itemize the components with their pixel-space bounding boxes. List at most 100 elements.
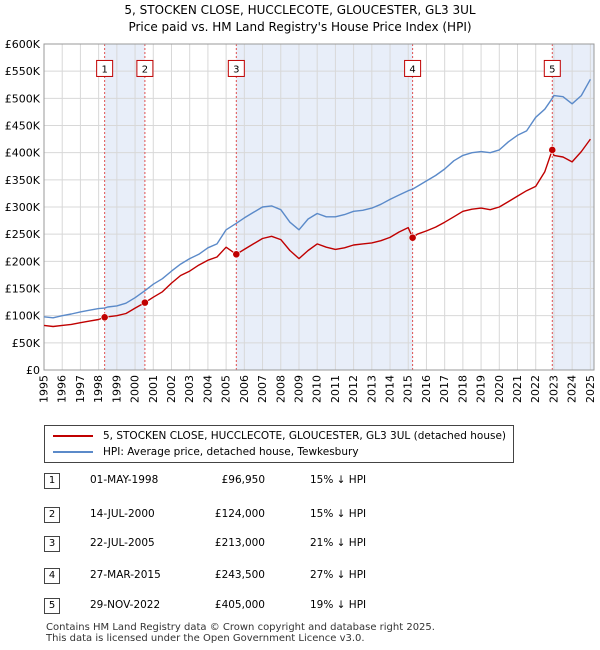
x-tick-label: 2006: [238, 375, 251, 403]
sale-number-box: [136, 59, 154, 77]
property-series-line: [43, 138, 591, 328]
transaction-hpi-diff: 15% ↓ HPI: [310, 474, 367, 486]
y-tick-label: £150K: [5, 283, 41, 296]
x-tick-label: 2021: [511, 375, 524, 403]
y-tick-label: £550K: [5, 65, 41, 78]
x-tick-label: 2007: [256, 375, 269, 403]
transaction-number: 1: [44, 473, 60, 489]
x-tick-label: 2018: [456, 375, 469, 403]
transaction-price: £243,500: [214, 569, 265, 581]
transaction-price: £405,000: [214, 599, 265, 611]
x-tick-label: 2016: [420, 375, 433, 403]
transaction-price: £213,000: [214, 537, 265, 549]
x-tick-label: 2019: [475, 375, 488, 403]
x-tick-label: 2020: [493, 375, 506, 403]
x-tick-label: 2013: [365, 375, 378, 403]
y-tick-label: £350K: [5, 174, 41, 187]
transaction-number: 4: [44, 568, 60, 584]
y-tick-label: £450K: [5, 120, 41, 133]
y-tick-label: £500K: [5, 92, 41, 105]
y-tick-label: £200K: [5, 255, 41, 268]
transaction-price: £96,950: [221, 474, 265, 486]
transaction-hpi-diff: 21% ↓ HPI: [310, 537, 367, 549]
legend-item-hpi: HPI: Average price, detached house, Tewk…: [53, 445, 359, 459]
y-tick-label: £0: [26, 364, 40, 377]
x-tick-label: 2003: [183, 375, 196, 403]
transaction-hpi-diff: 19% ↓ HPI: [310, 599, 367, 611]
sale-number-label: 5: [549, 64, 555, 75]
legend-label-property: 5, STOCKEN CLOSE, HUCCLECOTE, GLOUCESTER…: [103, 430, 507, 442]
x-tick-label: 2005: [220, 375, 233, 403]
y-tick-label: £100K: [5, 310, 41, 323]
sale-number-label: 2: [142, 64, 148, 75]
sale-dot: [100, 313, 109, 322]
sale-number-box: [227, 59, 245, 77]
transaction-number: 2: [44, 507, 60, 523]
transaction-date: 14-JUL-2000: [90, 508, 155, 520]
x-tick-label: 1997: [74, 375, 87, 403]
transaction-number: 3: [44, 536, 60, 552]
transaction-number: 5: [44, 598, 60, 614]
plot-frame: [43, 43, 595, 371]
price-chart: 5, STOCKEN CLOSE, HUCCLECOTE, GLOUCESTER…: [5, 3, 597, 403]
sale-number-box: [404, 59, 422, 77]
x-tick-label: 2014: [384, 375, 397, 403]
transaction-date: 01-MAY-1998: [90, 474, 159, 486]
sale-number-label: 3: [233, 64, 239, 75]
table-row: 5 29-NOV-2022 £405,000 19% ↓ HPI: [44, 596, 600, 616]
transaction-date: 29-NOV-2022: [90, 599, 161, 611]
x-tick-label: 1999: [110, 375, 123, 403]
sale-dot: [232, 250, 241, 259]
x-tick-label: 2001: [147, 375, 160, 403]
x-axis-ticks: 1995 1996 1997 1998 1999 2000 2001 2002 2003 2004…: [38, 375, 597, 403]
table-row: 3 22-JUL-2005 £213,000 21% ↓ HPI: [44, 534, 600, 554]
sale-number-box: [543, 59, 561, 77]
legend-swatch-hpi: [53, 451, 93, 453]
chart-legend: 5, STOCKEN CLOSE, HUCCLECOTE, GLOUCESTER…: [44, 425, 514, 463]
table-row: 1 01-MAY-1998 £96,950 15% ↓ HPI: [44, 471, 600, 491]
sale-dots: [100, 146, 557, 322]
legend-swatch-property: [53, 435, 93, 437]
x-tick-label: 2002: [165, 375, 178, 403]
x-tick-label: 1996: [56, 375, 69, 403]
x-tick-label: 2004: [201, 375, 214, 403]
hpi-series-line: [43, 78, 592, 319]
sale-dot: [548, 146, 557, 154]
x-tick-label: 1995: [38, 375, 51, 403]
sale-number-box: [96, 59, 114, 77]
transaction-date: 22-JUL-2005: [90, 537, 155, 549]
transaction-date: 27-MAR-2015: [90, 569, 161, 581]
x-tick-label: 2023: [547, 375, 560, 403]
y-tick-label: £600K: [5, 38, 41, 51]
x-tick-label: 2008: [274, 375, 287, 403]
x-tick-label: 2017: [438, 375, 451, 403]
table-row: 2 14-JUL-2000 £124,000 15% ↓ HPI: [44, 505, 600, 525]
sale-number-boxes: 1 2 3 4 5: [96, 59, 561, 77]
sale-dot: [140, 298, 149, 307]
x-tick-label: 2022: [529, 375, 542, 403]
x-tick-label: 2024: [566, 375, 579, 403]
chart-subtitle: Price paid vs. HM Land Registry's House …: [128, 20, 471, 34]
chart-title: 5, STOCKEN CLOSE, HUCCLECOTE, GLOUCESTER…: [124, 3, 475, 17]
legend-label-hpi: HPI: Average price, detached house, Tewk…: [103, 446, 359, 458]
transaction-price: £124,000: [214, 508, 265, 520]
x-tick-label: 2009: [292, 375, 305, 403]
transaction-hpi-diff: 27% ↓ HPI: [310, 569, 367, 581]
x-tick-label: 2025: [584, 375, 597, 403]
footer-copyright: Contains HM Land Registry data © Crown c…: [46, 622, 435, 633]
y-tick-label: £300K: [5, 201, 41, 214]
y-tick-label: £50K: [12, 337, 41, 350]
table-row: 4 27-MAR-2015 £243,500 27% ↓ HPI: [44, 566, 600, 586]
sale-number-label: 4: [409, 64, 415, 75]
x-tick-label: 2011: [329, 375, 342, 403]
footer-licence: This data is licensed under the Open Gov…: [46, 633, 365, 644]
x-tick-label: 2000: [129, 375, 142, 403]
series-lines: [43, 78, 592, 328]
x-tick-label: 2015: [402, 375, 415, 403]
y-axis-ticks: £0 £50K £100K £150K £200K £250K £300K £350K £400…: [5, 38, 41, 377]
transaction-hpi-diff: 15% ↓ HPI: [310, 508, 367, 520]
legend-item-property: 5, STOCKEN CLOSE, HUCCLECOTE, GLOUCESTER…: [53, 429, 506, 443]
footer-notice: Contains HM Land Registry data © Crown c…: [46, 622, 435, 644]
x-tick-label: 1998: [92, 375, 105, 403]
y-tick-label: £400K: [5, 147, 41, 160]
